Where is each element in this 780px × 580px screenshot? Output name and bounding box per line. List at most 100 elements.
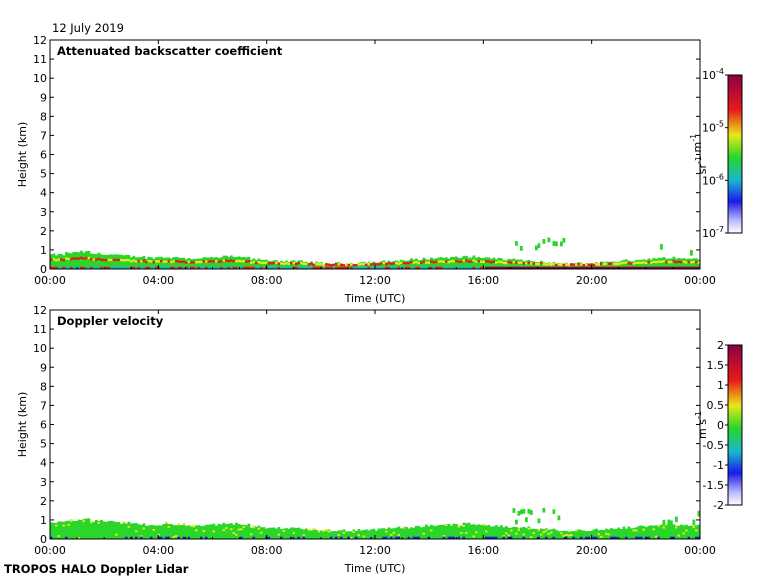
heatmap-cell (437, 266, 441, 269)
heatmap-cell (112, 258, 116, 262)
heatmap-cell (492, 536, 496, 539)
heatmap-cell (90, 266, 93, 269)
heatmap-cell (680, 266, 683, 269)
heatmap-cell (357, 263, 361, 266)
heatmap-cell (177, 260, 181, 263)
heatmap-cell (462, 522, 466, 539)
heatmap-cell (205, 266, 208, 269)
heatmap-cell (642, 528, 646, 531)
heatmap-cell (640, 525, 643, 539)
heatmap-cell (167, 536, 171, 539)
heatmap-cell (505, 260, 508, 269)
heatmap-cell (130, 260, 133, 263)
heatmap-cell (340, 266, 343, 269)
heatmap-cell (157, 536, 161, 539)
heatmap-cell (292, 261, 296, 265)
heatmap-cell (270, 260, 273, 269)
heatmap-cell (92, 253, 96, 269)
heatmap-cell (462, 255, 466, 269)
heatmap-cell (350, 263, 353, 269)
heatmap-cell (182, 257, 186, 269)
heatmap-cell (395, 260, 398, 269)
heatmap-cell (630, 528, 633, 539)
heatmap-cell (465, 531, 468, 534)
heatmap-cell (285, 266, 288, 269)
y-tick-label: 12 (33, 304, 47, 317)
heatmap-cell (650, 261, 653, 264)
heatmap-cell (502, 261, 506, 265)
heatmap-cell (412, 536, 416, 539)
heatmap-cell (242, 260, 246, 263)
heatmap-cell (462, 259, 466, 262)
x-tick-label: 04:00 (142, 544, 174, 557)
heatmap-cell (140, 257, 143, 269)
heatmap-cell (397, 261, 401, 269)
heatmap-cell (565, 533, 568, 536)
heatmap-cell (372, 266, 376, 269)
heatmap-cell (380, 262, 383, 265)
heatmap-cell (510, 536, 513, 539)
heatmap-cell (365, 529, 368, 539)
heatmap-cell (635, 527, 638, 539)
heatmap-cell (130, 257, 133, 269)
heatmap-cell (290, 527, 293, 539)
heatmap-cell (295, 261, 298, 269)
heatmap-cell (602, 262, 606, 266)
heatmap-cell (685, 524, 688, 539)
heatmap-cell (400, 259, 403, 269)
heatmap-cell (447, 523, 451, 539)
heatmap-cell (430, 260, 433, 263)
heatmap-cell (515, 261, 518, 264)
heatmap-cell (310, 530, 313, 539)
plot-area (50, 310, 700, 539)
heatmap-cell (497, 266, 501, 269)
heatmap-cell (572, 266, 576, 269)
heatmap-cell (275, 266, 278, 269)
heatmap-cell (605, 261, 608, 269)
heatmap-cell (427, 526, 431, 539)
heatmap-cell (592, 263, 596, 269)
heatmap-cell (132, 255, 136, 269)
heatmap-cell (685, 529, 688, 532)
heatmap-cell (545, 266, 548, 269)
heatmap-cell (692, 526, 696, 529)
heatmap-cell (452, 523, 456, 539)
heatmap-cell (65, 266, 68, 269)
heatmap-cell (635, 266, 638, 269)
heatmap-cell (340, 530, 343, 539)
heatmap-cell (322, 531, 326, 539)
y-tick-label: 0 (40, 263, 47, 276)
heatmap-cell (165, 521, 168, 524)
heatmap-cell (232, 256, 236, 269)
heatmap-cell (127, 258, 131, 262)
heatmap-cell (55, 255, 58, 269)
heatmap-cell (520, 509, 523, 515)
heatmap-cell (262, 266, 266, 269)
heatmap-cell (530, 528, 533, 539)
heatmap-cell (525, 527, 528, 539)
heatmap-cell (455, 523, 458, 539)
heatmap-cell (80, 266, 83, 269)
heatmap-cell (682, 532, 686, 535)
heatmap-cell (242, 266, 246, 269)
heatmap-cell (95, 266, 98, 269)
heatmap-cell (320, 530, 323, 539)
heatmap-cell (680, 258, 683, 269)
heatmap-cell (637, 259, 641, 269)
heatmap-cell (345, 263, 348, 269)
heatmap-cell (302, 536, 306, 539)
heatmap-cell (442, 535, 446, 538)
heatmap-cell (625, 536, 628, 539)
heatmap-cell (412, 527, 416, 539)
heatmap-cell (335, 263, 338, 266)
heatmap-cell (507, 527, 511, 539)
plot-area (50, 40, 700, 269)
heatmap-cell (167, 260, 171, 263)
heatmap-cell (255, 260, 258, 269)
heatmap-cell (345, 266, 348, 269)
heatmap-cell (397, 533, 401, 536)
heatmap-cell (105, 258, 108, 262)
heatmap-cell (522, 266, 526, 269)
heatmap-cell (617, 527, 621, 539)
heatmap-cell (75, 521, 78, 539)
